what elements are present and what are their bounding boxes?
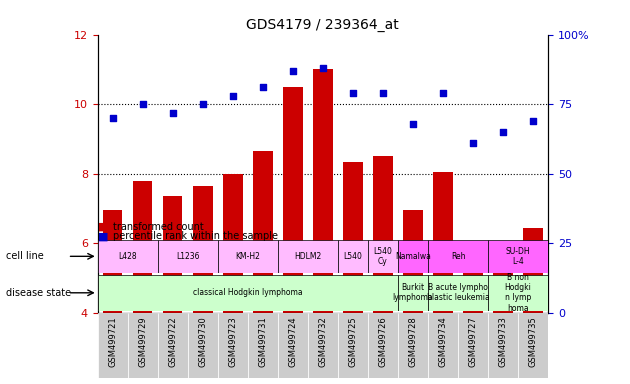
Bar — [103, 210, 122, 384]
Point — [528, 118, 538, 124]
Bar — [398, 240, 428, 273]
Text: disease state: disease state — [6, 288, 71, 298]
Text: cell line: cell line — [6, 251, 44, 262]
Bar — [398, 313, 428, 378]
Text: transformed count: transformed count — [113, 222, 204, 232]
Point — [168, 109, 178, 116]
Bar — [308, 313, 338, 378]
Bar — [524, 228, 543, 384]
Text: classical Hodgkin lymphoma: classical Hodgkin lymphoma — [193, 288, 302, 297]
Bar — [368, 313, 398, 378]
Bar — [428, 313, 458, 378]
Bar — [488, 313, 518, 378]
Text: GSM499731: GSM499731 — [258, 316, 267, 367]
Bar — [218, 240, 278, 273]
Bar — [463, 247, 483, 384]
Bar — [433, 172, 453, 384]
Text: GSM499734: GSM499734 — [438, 316, 447, 367]
Bar — [368, 240, 398, 273]
Bar — [283, 87, 302, 384]
Text: GSM499735: GSM499735 — [529, 316, 537, 367]
Text: Namalwa: Namalwa — [395, 252, 431, 261]
Point — [498, 129, 508, 135]
Point — [318, 65, 328, 71]
Point — [137, 101, 147, 107]
Text: GSM499729: GSM499729 — [138, 316, 147, 367]
Bar — [338, 313, 368, 378]
Text: ■: ■ — [98, 222, 108, 232]
Text: GSM499733: GSM499733 — [498, 316, 508, 367]
Bar — [313, 70, 333, 384]
Text: L540
Cy: L540 Cy — [374, 247, 392, 266]
Text: GSM499722: GSM499722 — [168, 316, 177, 367]
Bar — [488, 240, 548, 273]
Point — [408, 121, 418, 127]
Text: GSM499721: GSM499721 — [108, 316, 117, 367]
Bar — [398, 275, 428, 311]
Point — [378, 90, 388, 96]
Text: GSM499723: GSM499723 — [228, 316, 238, 367]
Bar — [488, 275, 548, 311]
Bar — [518, 313, 548, 378]
Title: GDS4179 / 239364_at: GDS4179 / 239364_at — [246, 18, 399, 32]
Text: GSM499728: GSM499728 — [408, 316, 418, 367]
Point — [108, 115, 118, 121]
Bar — [373, 156, 392, 384]
Bar — [188, 313, 218, 378]
Point — [288, 68, 298, 74]
Text: L428: L428 — [118, 252, 137, 261]
Point — [228, 93, 238, 99]
Text: L540: L540 — [343, 252, 362, 261]
Text: ■: ■ — [98, 231, 108, 241]
Text: Reh: Reh — [450, 252, 466, 261]
Bar — [428, 240, 488, 273]
Bar — [158, 240, 218, 273]
Point — [348, 90, 358, 96]
Point — [468, 140, 478, 146]
Bar — [343, 162, 363, 384]
Text: GSM499726: GSM499726 — [379, 316, 387, 367]
Text: GSM499725: GSM499725 — [348, 316, 357, 367]
Bar — [98, 240, 158, 273]
Text: SU-DH
L-4: SU-DH L-4 — [506, 247, 530, 266]
Bar — [158, 313, 188, 378]
Bar — [98, 275, 398, 311]
Bar — [338, 240, 368, 273]
Text: GSM499730: GSM499730 — [198, 316, 207, 367]
Text: HDLM2: HDLM2 — [294, 252, 321, 261]
Bar — [128, 313, 158, 378]
Text: KM-H2: KM-H2 — [236, 252, 260, 261]
Text: GSM499724: GSM499724 — [289, 316, 297, 367]
Text: B acute lympho
blastic leukemia: B acute lympho blastic leukemia — [427, 283, 490, 303]
Bar — [253, 151, 273, 384]
Text: GSM499732: GSM499732 — [318, 316, 328, 367]
Text: L1236: L1236 — [176, 252, 200, 261]
Bar — [458, 313, 488, 378]
Point — [198, 101, 208, 107]
Text: GSM499727: GSM499727 — [469, 316, 478, 367]
Text: B non
Hodgki
n lymp
homa: B non Hodgki n lymp homa — [505, 273, 532, 313]
Bar — [278, 313, 308, 378]
Bar — [218, 313, 248, 378]
Point — [438, 90, 448, 96]
Text: Burkit
lymphoma: Burkit lymphoma — [392, 283, 433, 303]
Bar — [98, 313, 128, 378]
Bar — [428, 275, 488, 311]
Bar — [248, 313, 278, 378]
Text: percentile rank within the sample: percentile rank within the sample — [113, 231, 278, 241]
Point — [258, 84, 268, 91]
Bar — [223, 174, 243, 384]
Bar — [278, 240, 338, 273]
Bar — [163, 196, 183, 384]
Bar — [403, 210, 423, 384]
Bar — [133, 181, 152, 384]
Bar — [193, 186, 212, 384]
Bar — [493, 242, 513, 384]
